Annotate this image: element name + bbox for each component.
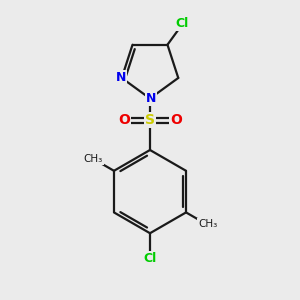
Text: Cl: Cl <box>143 253 157 266</box>
Text: N: N <box>116 71 126 84</box>
Text: O: O <box>118 113 130 127</box>
Text: O: O <box>170 113 182 127</box>
Text: CH₃: CH₃ <box>198 219 218 229</box>
Text: CH₃: CH₃ <box>83 154 103 164</box>
Text: Cl: Cl <box>175 17 188 30</box>
Text: N: N <box>146 92 156 105</box>
Text: S: S <box>145 113 155 127</box>
